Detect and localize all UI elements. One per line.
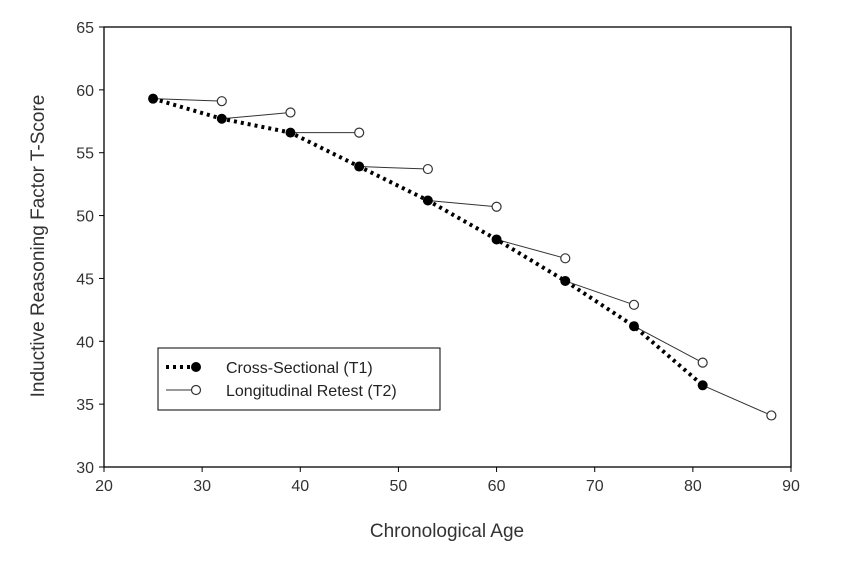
x-tick-label: 80 xyxy=(684,478,702,495)
t2-point xyxy=(491,201,502,212)
plot-frame xyxy=(103,26,792,468)
legend-t2-marker xyxy=(190,384,202,396)
t2-point xyxy=(422,163,433,175)
t2-point xyxy=(285,107,296,118)
t2-segment xyxy=(221,111,291,120)
legend-t1-label: Cross-Sectional (T1) xyxy=(226,360,373,377)
y-tick-label: 35 xyxy=(76,397,94,414)
t2-point xyxy=(354,127,365,138)
y-tick-label: 40 xyxy=(76,334,94,351)
x-tick-label: 70 xyxy=(586,478,604,495)
x-tick-label: 50 xyxy=(390,478,408,495)
t2-segment xyxy=(565,280,635,306)
t2-point xyxy=(697,357,708,368)
t1-point xyxy=(285,127,296,138)
t1-point xyxy=(628,321,639,332)
legend-t1-marker xyxy=(191,362,201,372)
t2-segment xyxy=(427,199,497,208)
t1-point xyxy=(354,161,365,172)
t2-segment xyxy=(153,98,222,102)
t1-series-line xyxy=(152,96,704,387)
t2-point xyxy=(560,253,571,264)
t2-segment xyxy=(633,325,703,364)
legend-t2-label: Longitudinal Retest (T2) xyxy=(226,383,397,400)
t2-segment xyxy=(359,166,428,170)
t2-segment xyxy=(702,384,772,416)
x-tick-label: 30 xyxy=(193,478,211,495)
t1-point xyxy=(697,380,708,391)
y-axis-title: Inductive Reasoning Factor T-Score xyxy=(28,95,49,398)
y-tick-label: 30 xyxy=(76,460,94,477)
t1-point xyxy=(491,234,502,245)
y-tick-label: 60 xyxy=(76,83,94,100)
y-tick-label: 45 xyxy=(76,271,94,288)
y-tick-label: 55 xyxy=(76,146,94,163)
x-axis-title: Chronological Age xyxy=(370,521,524,542)
x-tick-label: 20 xyxy=(95,478,113,495)
t1-point xyxy=(422,195,433,206)
x-tick-label: 90 xyxy=(782,478,800,495)
t1-point xyxy=(560,275,571,286)
legend-box xyxy=(157,347,441,411)
x-tick-label: 60 xyxy=(488,478,506,495)
y-tick-label: 65 xyxy=(76,20,94,37)
x-tick-label: 40 xyxy=(291,478,309,495)
t2-point xyxy=(766,410,777,421)
t2-point xyxy=(216,96,227,107)
t1-point xyxy=(148,93,159,104)
y-tick-label: 50 xyxy=(76,209,94,226)
t2-segment xyxy=(496,238,566,259)
t2-point xyxy=(628,299,640,310)
legend: Cross-Sectional (T1) Longitudinal Retest… xyxy=(157,347,441,411)
t1-point xyxy=(216,113,227,124)
